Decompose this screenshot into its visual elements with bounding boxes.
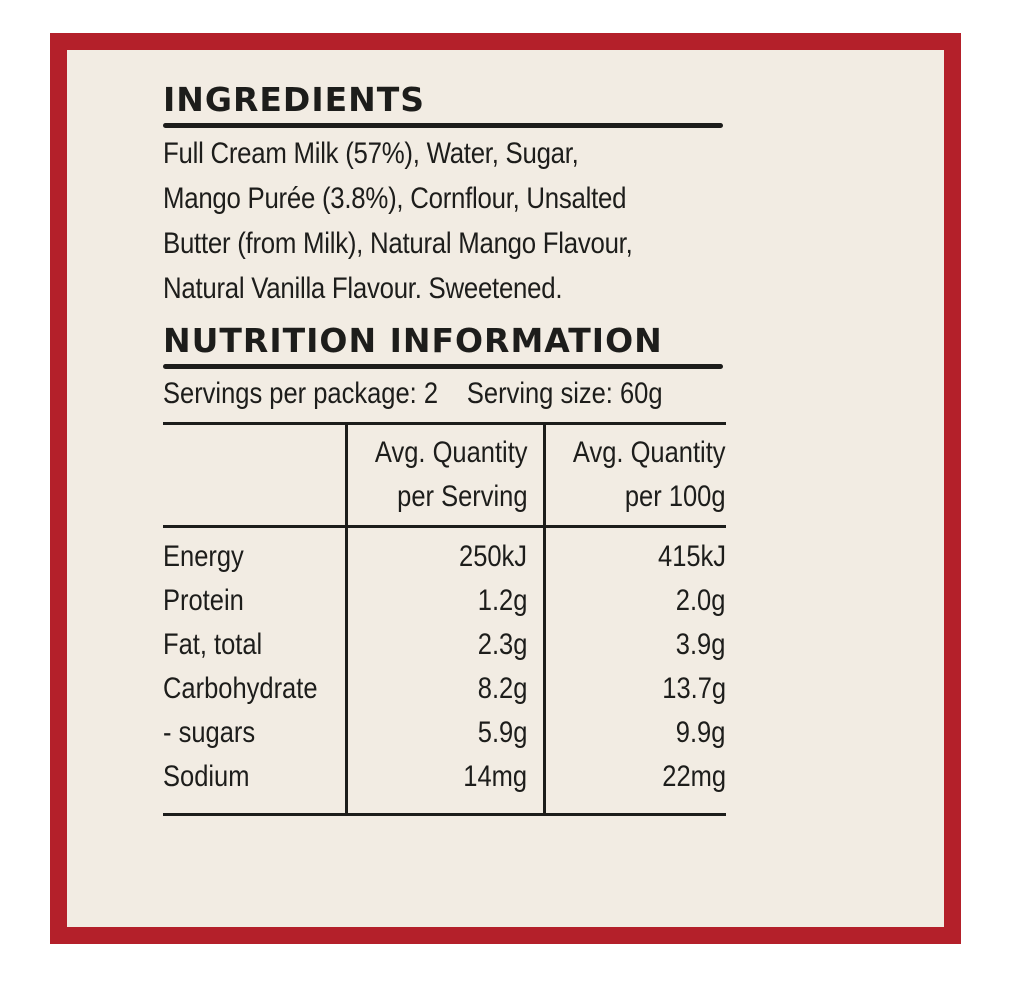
table-row: Carbohydrate 8.2g 13.7g	[163, 667, 726, 711]
label-content: INGREDIENTS Full Cream Milk (57%), Water…	[163, 80, 726, 816]
ingredients-rule	[163, 123, 723, 128]
header-per-serving-line1: Avg. Quantity	[374, 436, 528, 469]
ingredients-line: Butter (from Milk), Natural Mango Flavou…	[163, 227, 633, 260]
row-per-100g: 9.9g	[676, 716, 726, 749]
table-row: Fat, total 2.3g 3.9g	[163, 623, 726, 667]
row-per-100g: 22mg	[662, 760, 726, 793]
row-per-100g: 3.9g	[676, 628, 726, 661]
nutrition-table-header: Avg. Quantity per Serving Avg. Quantity …	[163, 423, 726, 528]
row-per-serving: 2.3g	[477, 628, 528, 661]
table-row: Protein 1.2g 2.0g	[163, 579, 726, 623]
table-row: - sugars 5.9g 9.9g	[163, 711, 726, 755]
table-row: Energy 250kJ 415kJ	[163, 526, 726, 579]
nutrition-rule	[163, 364, 723, 369]
row-per-serving: 14mg	[463, 760, 528, 793]
row-per-100g: 2.0g	[676, 584, 726, 617]
row-per-100g: 13.7g	[662, 672, 726, 705]
header-per-100g-line2: per 100g	[625, 480, 726, 513]
row-per-100g: 415kJ	[657, 540, 726, 573]
row-per-serving: 8.2g	[477, 672, 528, 705]
header-blank-cell	[163, 423, 348, 528]
row-label: Carbohydrate	[163, 672, 318, 705]
ingredients-heading: INGREDIENTS	[163, 80, 426, 119]
servings-per-package: Servings per package: 2	[163, 377, 439, 410]
table-row: Sodium 14mg 22mg	[163, 755, 726, 815]
header-per-serving: Avg. Quantity per Serving	[346, 423, 547, 528]
row-per-serving: 5.9g	[477, 716, 528, 749]
nutrition-table: Avg. Quantity per Serving Avg. Quantity …	[163, 422, 726, 816]
row-label: Energy	[163, 540, 244, 573]
servings-info: Servings per package: 2 Serving size: 60g	[163, 372, 663, 416]
ingredients-line: Full Cream Milk (57%), Water, Sugar,	[163, 137, 579, 170]
row-label: - sugars	[163, 716, 256, 749]
header-per-serving-line2: per Serving	[396, 480, 528, 513]
serving-size: Serving size: 60g	[466, 377, 663, 410]
header-per-100g-line1: Avg. Quantity	[573, 436, 726, 469]
header-per-100g: Avg. Quantity per 100g	[544, 423, 726, 528]
ingredients-line: Mango Purée (3.8%), Cornflour, Unsalted	[163, 182, 627, 215]
row-label: Fat, total	[163, 628, 263, 661]
nutrition-heading: NUTRITION INFORMATION	[163, 321, 663, 360]
row-per-serving: 250kJ	[459, 540, 528, 573]
row-label: Protein	[163, 584, 244, 617]
ingredients-line: Natural Vanilla Flavour. Sweetened.	[163, 272, 563, 305]
row-per-serving: 1.2g	[477, 584, 528, 617]
row-label: Sodium	[163, 760, 250, 793]
ingredients-text: Full Cream Milk (57%), Water, Sugar, Man…	[163, 131, 713, 311]
